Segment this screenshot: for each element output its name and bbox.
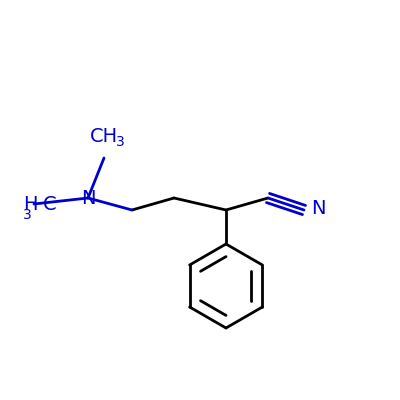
Text: 3: 3 bbox=[23, 208, 32, 222]
Text: CH: CH bbox=[90, 127, 118, 146]
Text: N: N bbox=[81, 188, 95, 208]
Text: H: H bbox=[24, 194, 38, 214]
Text: 3: 3 bbox=[116, 135, 125, 149]
Text: C: C bbox=[43, 194, 56, 214]
Text: N: N bbox=[311, 198, 326, 218]
